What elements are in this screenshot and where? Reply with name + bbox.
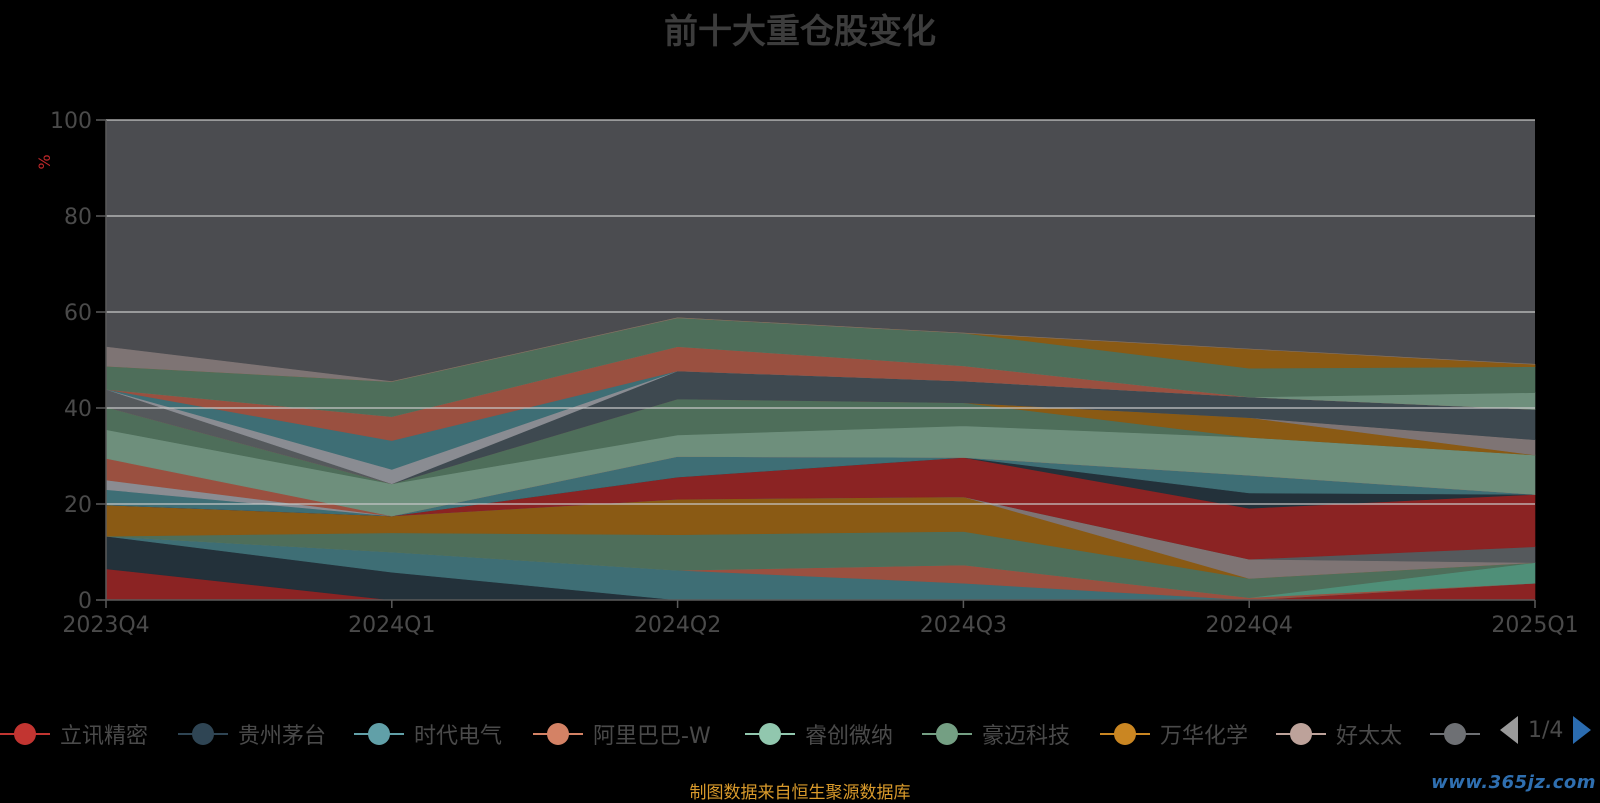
legend-label: 立讯精密	[60, 724, 149, 749]
y-tick-label: 40	[64, 397, 92, 422]
x-tick-label: 2024Q3	[920, 613, 1007, 638]
x-tick-label: 2025Q1	[1491, 613, 1578, 638]
legend-marker-icon	[1430, 720, 1480, 748]
legend-next-page-icon[interactable]	[1573, 716, 1592, 744]
site-watermark: www.365jz.com	[1431, 772, 1596, 793]
legend-marker-icon	[354, 720, 404, 748]
legend-item[interactable]: 豪迈科技	[922, 714, 1070, 754]
y-tick-label: 100	[50, 109, 92, 134]
legend-item[interactable]: 阿里巴巴-W	[533, 714, 711, 754]
legend-item[interactable]	[1430, 714, 1480, 754]
legend-item[interactable]: 睿创微纳	[745, 714, 893, 754]
legend-label: 万华化学	[1160, 724, 1249, 749]
y-tick-label: 80	[64, 205, 92, 230]
x-tick-label: 2024Q2	[634, 613, 721, 638]
legend-item[interactable]: 时代电气	[354, 714, 502, 754]
data-source-note: 制图数据来自恒生聚源数据库	[689, 783, 911, 803]
stacked-area-chart: 0 20 40 60 80 100 2023Q4 2024Q1 2024Q2 2024Q3 2024…	[35, 109, 1579, 638]
area-series-26	[105, 317, 1536, 382]
legend-item[interactable]: 贵州茅台	[178, 714, 326, 754]
legend-label: 睿创微纳	[805, 724, 894, 749]
x-tick-label: 2024Q4	[1206, 613, 1293, 638]
y-tick-label: 20	[64, 493, 92, 518]
chart-legend: 立讯精密 贵州茅台 时代电气 阿里巴巴-W 睿创微纳 豪迈科技 万华化学 好太太	[0, 714, 1600, 754]
y-tick-label: 60	[64, 301, 92, 326]
chart-title: 前十大重仓股变化	[664, 12, 936, 52]
legend-item[interactable]: 立讯精密	[0, 714, 148, 754]
legend-marker-icon	[1276, 720, 1326, 748]
legend-marker-icon	[0, 720, 50, 748]
legend-item[interactable]: 好太太	[1276, 714, 1402, 754]
x-tick-label: 2024Q1	[348, 613, 435, 638]
y-axis-label: %	[35, 154, 54, 169]
y-tick-label: 0	[78, 589, 92, 614]
legend-marker-icon	[922, 720, 972, 748]
legend-label: 豪迈科技	[982, 724, 1071, 749]
legend-page-indicator: 1/4	[1528, 717, 1564, 743]
legend-prev-page-icon[interactable]	[1500, 716, 1518, 744]
legend-marker-icon	[533, 720, 583, 748]
legend-pager: 1/4	[1500, 716, 1592, 744]
legend-marker-icon	[1100, 720, 1150, 748]
legend-label: 时代电气	[414, 724, 503, 749]
legend-item[interactable]: 万华化学	[1100, 714, 1248, 754]
x-tick-label: 2023Q4	[62, 613, 149, 638]
legend-marker-icon	[178, 720, 228, 748]
legend-label: 阿里巴巴-W	[593, 724, 711, 749]
legend-marker-icon	[745, 720, 795, 748]
legend-label: 贵州茅台	[238, 724, 327, 749]
legend-label: 好太太	[1336, 724, 1403, 749]
